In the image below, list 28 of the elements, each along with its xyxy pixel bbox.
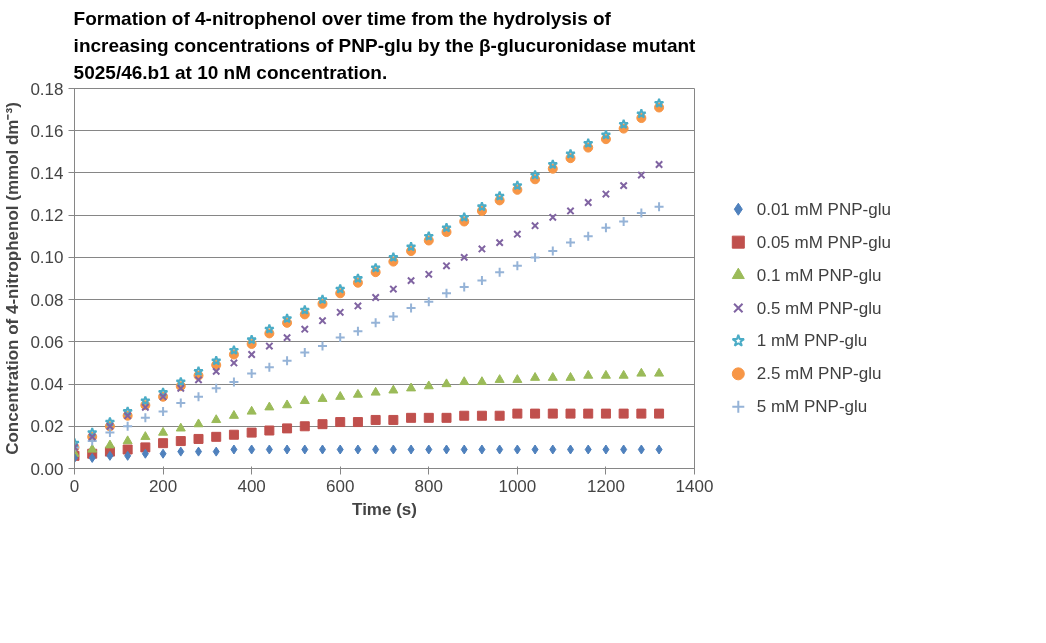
- x-tick-label: 200: [148, 476, 178, 496]
- x-tick-label: 1400: [675, 476, 714, 496]
- y-tick-label: 0.10: [30, 248, 64, 268]
- y-tick-label: 0.12: [30, 206, 64, 226]
- legend-label: 0.01 mM PNP-glu: [756, 199, 891, 219]
- y-tick-label: 0.04: [30, 375, 64, 395]
- x-tick-label: 0: [69, 476, 80, 496]
- legend-label: 1 mM PNP-glu: [756, 331, 868, 351]
- y-tick-label: 0.18: [30, 79, 64, 99]
- y-tick-label: 0.02: [30, 417, 64, 437]
- y-tick-label: 0.00: [30, 459, 64, 479]
- x-tick-label: 1000: [498, 476, 537, 496]
- y-tick-label: 0.14: [30, 163, 64, 183]
- y-axis-title: Concentration of 4-nitrophenol (mmol dm⁻³): [3, 102, 23, 455]
- x-axis-title: Time (s): [352, 499, 417, 519]
- legend-label: 2.5 mM PNP-glu: [756, 364, 882, 384]
- y-tick-label: 0.16: [30, 121, 64, 141]
- chart-title: Formation of 4-nitrophenol over time from the hydrolysis of increasing concentrations of PNP-glu by the β-glucuronidase mutant 5025/46.b1 at 10 nM concentration.: [73, 7, 697, 84]
- x-tick-label: 400: [237, 476, 266, 496]
- y-tick-label: 0.08: [30, 290, 64, 310]
- legend-label: 0.1 mM PNP-glu: [756, 265, 882, 285]
- x-tick-label: 800: [414, 476, 443, 496]
- legend-label: 5 mM PNP-glu: [756, 397, 868, 417]
- legend-label: 0.5 mM PNP-glu: [756, 298, 882, 318]
- y-tick-label: 0.06: [30, 332, 64, 352]
- x-tick-label: 1200: [587, 476, 625, 496]
- x-tick-label: 600: [326, 476, 355, 496]
- legend-label: 0.05 mM PNP-glu: [756, 232, 891, 252]
